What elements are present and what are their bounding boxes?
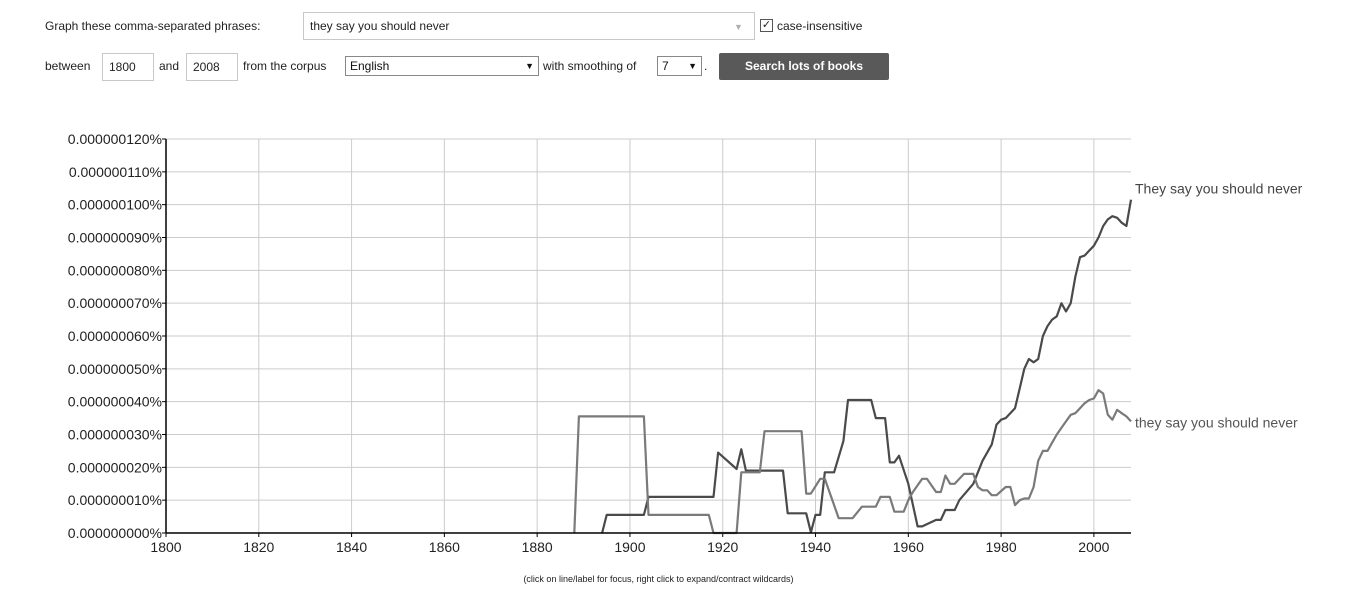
smoothing-arrow-icon: ▼ [688,61,697,71]
grid-lines [166,138,1131,533]
x-tick-label: 1880 [522,539,553,555]
y-tick-label: 0.000000020% [68,459,162,475]
footer-note: (click on line/label for focus, right cl… [523,574,794,584]
series-labels[interactable]: They say you should never they say you sh… [1135,181,1303,431]
axes [165,139,1131,534]
y-tick-label: 0.000000050% [68,361,162,377]
y-tick-label: 0.000000030% [68,427,162,443]
series-label-1[interactable]: They say you should never [1135,181,1303,197]
between-label: between [45,59,91,73]
y-tick-label: 0.000000090% [68,230,162,246]
x-tick-label: 1820 [243,539,274,555]
x-tick-label: 1920 [707,539,738,555]
corpus-label: from the corpus [243,59,327,73]
and-label: and [159,59,180,73]
y-tick-label: 0.000000000% [68,525,162,541]
y-tick-label: 0.000000070% [68,295,162,311]
end-year-input[interactable]: 2008 [186,53,238,81]
series-lines[interactable] [573,199,1133,535]
y-tick-label: 0.000000100% [68,197,162,213]
phrases-label: Graph these comma-separated phrases: [45,19,261,33]
x-axis-ticks: 1800 1820 1840 1860 1880 1900 1920 1940 1960 1980… [150,533,1110,555]
y-tick-label: 0.000000080% [68,262,162,278]
smoothing-select-value: 7 [662,59,669,73]
y-tick-label: 0.000000060% [68,328,162,344]
corpus-select[interactable]: English ▼ [345,56,539,76]
x-tick-label: 1900 [614,539,645,555]
y-tick-label: 0.000000110% [69,164,162,180]
search-button[interactable]: Search lots of books [719,53,889,80]
smoothing-select[interactable]: 7 ▼ [657,56,702,76]
y-tick-label: 0.000000040% [68,394,162,410]
x-tick-label: 1940 [800,539,831,555]
corpus-select-value: English [350,59,390,73]
dropdown-arrow-icon[interactable]: ▼ [734,22,743,32]
corpus-arrow-icon: ▼ [525,61,534,71]
x-tick-label: 2000 [1078,539,1109,555]
y-tick-label: 0.000000010% [68,492,162,508]
case-insensitive-label: case-insensitive [777,19,863,33]
case-insensitive-checkbox[interactable]: ✓ [760,19,773,32]
phrases-input[interactable]: they say you should never [303,12,755,40]
x-tick-label: 1800 [150,539,181,555]
series-line-2[interactable] [573,389,1132,535]
series-line-1[interactable] [601,199,1133,534]
smoothing-label: with smoothing of [543,59,637,73]
x-tick-label: 1980 [986,539,1017,555]
y-axis-ticks: 0.000000120% 0.000000110% 0.000000100% 0.00… [68,131,166,541]
start-year-input[interactable]: 1800 [102,53,154,81]
x-tick-label: 1960 [893,539,924,555]
y-tick-label: 0.000000120% [68,131,162,147]
checkmark-icon: ✓ [761,19,772,31]
series-label-2[interactable]: they say you should never [1135,414,1298,430]
x-tick-label: 1840 [336,539,367,555]
x-tick-label: 1860 [429,539,460,555]
period-label: . [704,59,708,73]
